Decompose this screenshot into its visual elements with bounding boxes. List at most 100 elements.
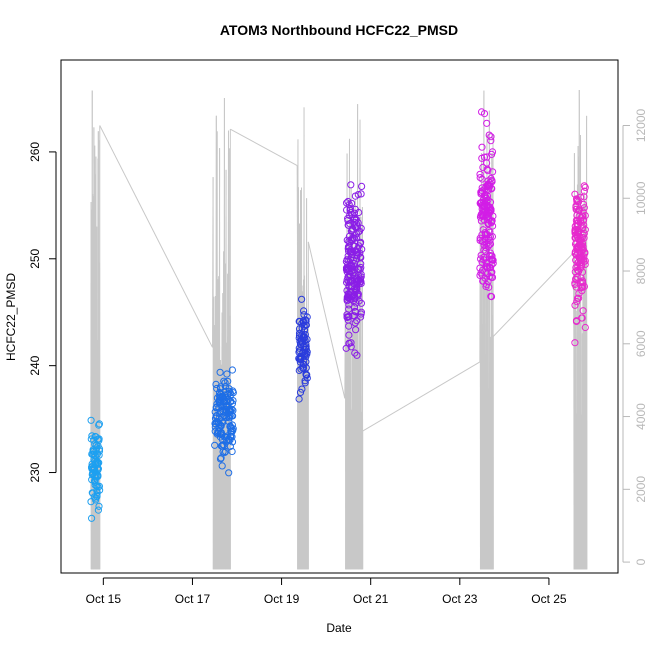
data-point <box>479 209 487 217</box>
data-point <box>95 421 103 429</box>
data-point <box>479 212 487 220</box>
data-point <box>351 192 359 200</box>
data-point <box>227 425 235 433</box>
data-point <box>573 273 581 281</box>
data-point <box>577 193 585 201</box>
y2-tick-label: 12000 <box>634 108 648 142</box>
data-point <box>347 181 355 189</box>
data-point <box>483 165 491 173</box>
data-point <box>211 423 219 431</box>
data-point <box>478 258 486 266</box>
data-point <box>94 442 102 450</box>
chart-title: ATOM3 Northbound HCFC22_PMSD <box>220 22 458 38</box>
data-point <box>351 349 359 357</box>
data-point <box>574 263 582 271</box>
data-point <box>295 329 304 337</box>
data-point <box>93 444 101 452</box>
data-point <box>352 216 360 224</box>
data-point <box>476 170 484 178</box>
data-point <box>487 252 495 260</box>
data-point <box>578 256 586 264</box>
data-point <box>298 385 306 393</box>
data-point <box>489 259 497 267</box>
data-point <box>87 435 95 443</box>
data-point <box>345 322 353 330</box>
data-point <box>87 498 95 506</box>
data-point <box>575 289 583 298</box>
data-point <box>357 308 365 316</box>
data-point <box>87 416 95 424</box>
y-axis-right: 0 2000 4000 6000 8000 10000 12000 <box>622 108 648 565</box>
data-point <box>295 354 303 362</box>
data-point <box>357 254 365 262</box>
data-point <box>357 224 365 232</box>
data-point <box>483 192 492 200</box>
altitude-series <box>90 89 588 570</box>
data-point <box>345 301 353 309</box>
data-point <box>92 472 100 480</box>
data-point <box>351 293 359 301</box>
data-point <box>488 273 497 281</box>
data-point <box>211 414 220 422</box>
data-point <box>484 263 492 271</box>
data-point <box>357 299 365 307</box>
series-4 <box>342 181 366 359</box>
data-point <box>348 283 356 291</box>
data-point <box>295 395 303 403</box>
y2-tick-label: 8000 <box>634 257 648 284</box>
data-point <box>479 238 487 246</box>
data-point <box>579 217 587 225</box>
data-point <box>484 219 492 227</box>
data-point <box>296 388 305 396</box>
data-point <box>488 233 496 241</box>
data-point <box>95 437 103 445</box>
data-point <box>345 237 353 245</box>
data-point <box>302 358 310 366</box>
data-point <box>221 433 229 441</box>
altitude-transit-line <box>362 361 481 432</box>
data-point <box>580 182 588 190</box>
data-point <box>228 421 236 429</box>
data-point <box>353 351 361 359</box>
data-point <box>225 414 234 422</box>
data-point <box>480 201 488 209</box>
data-point <box>477 217 485 225</box>
data-point <box>356 279 364 287</box>
data-point <box>222 405 230 413</box>
data-point <box>581 183 589 191</box>
data-point <box>216 368 224 376</box>
x-tick-label: Oct 25 <box>531 592 567 606</box>
data-point <box>358 182 366 190</box>
data-point <box>579 279 587 287</box>
data-point <box>357 238 365 246</box>
data-point <box>228 366 236 374</box>
data-point <box>302 345 310 353</box>
data-point <box>223 370 231 378</box>
data-point <box>478 108 486 116</box>
data-point <box>489 256 497 264</box>
data-point <box>478 271 486 279</box>
data-point <box>580 193 588 201</box>
data-point <box>487 137 495 145</box>
data-point <box>352 326 360 334</box>
data-point <box>213 418 221 426</box>
data-point <box>88 463 96 471</box>
data-point <box>482 259 490 267</box>
data-point <box>579 200 588 208</box>
data-point <box>219 448 227 456</box>
data-point <box>484 180 492 188</box>
data-point <box>351 215 359 223</box>
data-point <box>88 489 96 497</box>
data-point <box>483 119 491 127</box>
data-point <box>300 326 309 334</box>
data-point <box>302 370 310 378</box>
series-2 <box>211 366 237 477</box>
data-point <box>478 143 486 151</box>
data-point <box>347 248 355 256</box>
data-point <box>95 482 104 490</box>
series-6 <box>571 182 589 347</box>
data-point <box>571 279 579 287</box>
data-point <box>226 442 234 450</box>
data-point <box>216 407 225 415</box>
data-point <box>349 256 357 264</box>
